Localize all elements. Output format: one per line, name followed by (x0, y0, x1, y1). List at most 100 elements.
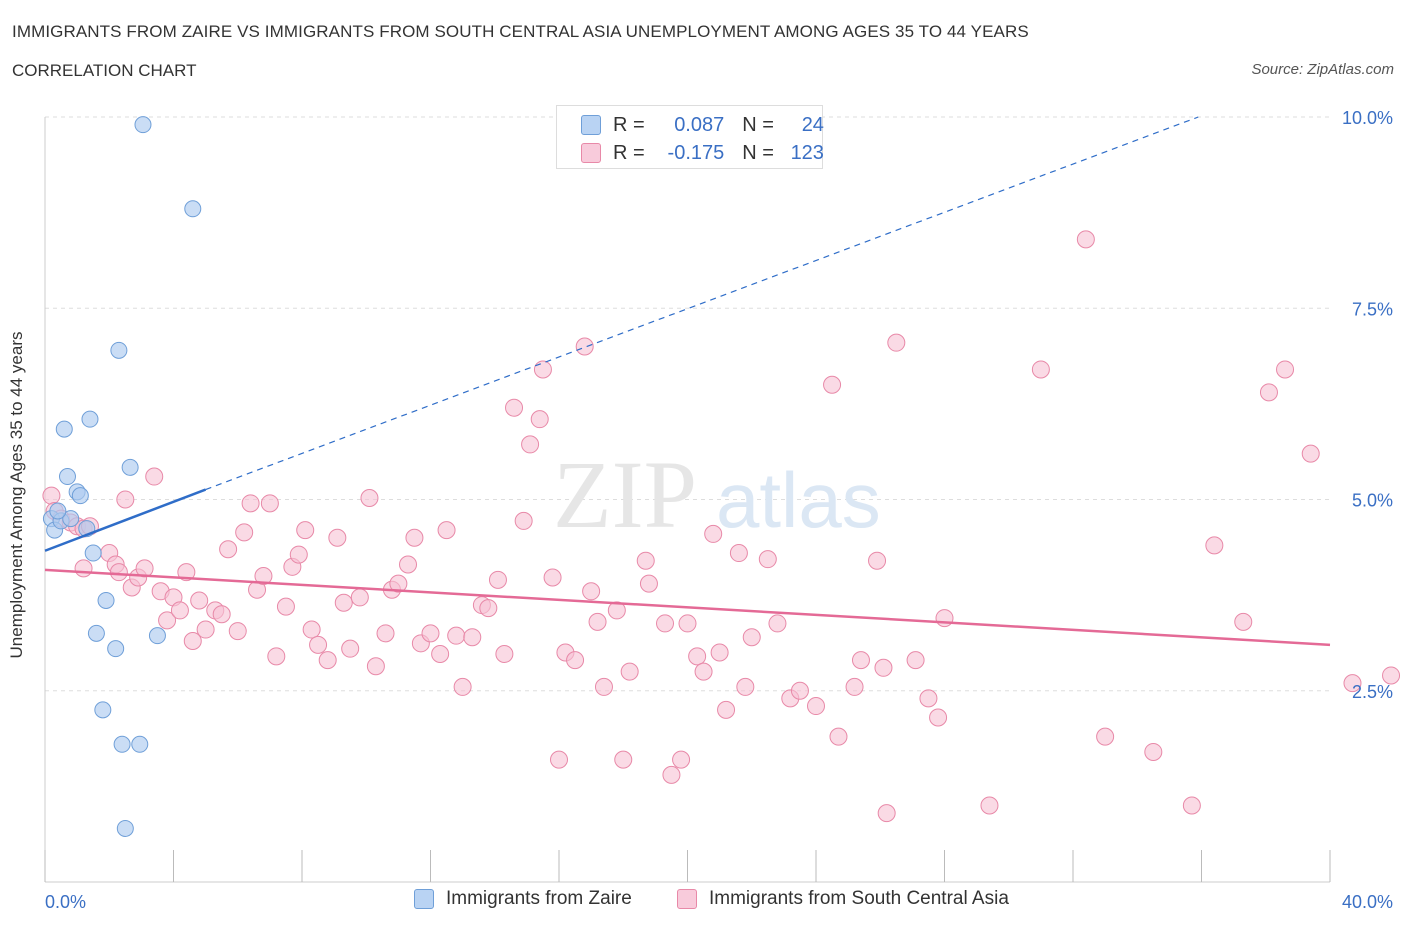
sca-point (514, 511, 533, 530)
y-tick-label: 5.0% (1352, 491, 1393, 511)
sca-point (678, 614, 697, 633)
sca-point (594, 677, 613, 696)
sca-point (790, 681, 809, 700)
sca-point (437, 521, 456, 540)
sca-point (453, 677, 472, 696)
sca-point (1259, 383, 1278, 402)
zaire-point (131, 735, 149, 753)
sca-point (296, 521, 315, 540)
sca-point (807, 697, 825, 716)
bottom-legend-sca-label: Immigrants from South Central Asia (709, 888, 1009, 909)
gridlines (45, 116, 1330, 692)
x-tick-label-max: 40.0% (1342, 892, 1393, 912)
sca-point (582, 582, 601, 601)
sca-point (550, 750, 568, 769)
sca-point (1343, 674, 1362, 693)
legend-row-zaire: R = 0.087 N = 24 (581, 113, 824, 137)
sca-point (183, 632, 202, 651)
sca-point (1144, 742, 1163, 761)
sca-point (729, 544, 748, 563)
series-south-central-asia (42, 230, 1401, 823)
sca-point (662, 765, 681, 784)
n-value-zaire: 24 (801, 113, 824, 136)
sca-point (376, 624, 395, 643)
zaire-point (81, 410, 99, 428)
sca-point (177, 563, 196, 582)
sca-point (935, 609, 954, 628)
sca-point (1205, 536, 1224, 555)
zaire-point (97, 591, 115, 609)
sca-point (276, 597, 295, 616)
stats-legend: R = 0.087 N = 24 R = -0.175 N = 123 (556, 105, 824, 169)
sca-point (607, 601, 626, 620)
sca-trend-line (44, 568, 1331, 647)
sca-point (533, 360, 552, 379)
r-label: R = (613, 113, 645, 136)
sca-point (887, 333, 906, 352)
zaire-point (110, 341, 128, 359)
sca-point (350, 588, 369, 607)
sca-point (656, 614, 675, 633)
bottom-legend-sca: Immigrants from South Central Asia (677, 888, 1009, 910)
sca-point (620, 662, 639, 681)
sca-point (1382, 666, 1401, 685)
sca-point (980, 796, 999, 815)
sca-point (302, 620, 321, 639)
sca-point (823, 375, 842, 394)
watermark-atlas: atlas (716, 456, 881, 544)
sca-point (447, 626, 466, 645)
source-note: Source: ZipAtlas.com (1251, 61, 1394, 78)
zaire-point (148, 627, 166, 645)
sca-point (694, 662, 713, 681)
sca-point (868, 551, 887, 570)
sca-point (566, 651, 585, 670)
n-label: N = (742, 141, 774, 164)
sca-point (328, 528, 347, 547)
zaire-point (184, 200, 202, 218)
sca-point (505, 398, 524, 417)
sca-point (228, 622, 247, 641)
zaire-point (62, 510, 80, 528)
r-value-sca: -0.175 (667, 141, 725, 164)
sca-point (170, 601, 189, 620)
sca-point (431, 645, 450, 664)
sca-point (196, 620, 215, 639)
sca-point (736, 677, 755, 696)
bottom-legend-zaire-label: Immigrants from Zaire (446, 888, 632, 909)
sca-point (1182, 796, 1201, 815)
sca-point (672, 750, 691, 769)
x-tick-label-min: 0.0% (45, 892, 86, 912)
sca-point (636, 551, 655, 570)
sca-point (704, 524, 723, 543)
sca-point (366, 657, 385, 676)
sca-point (1076, 230, 1095, 249)
sca-point (334, 593, 353, 612)
zaire-point (71, 487, 89, 505)
sca-point (389, 574, 408, 593)
sca-point (341, 639, 360, 658)
sca-point (1301, 444, 1320, 463)
sca-point (241, 494, 260, 513)
zaire-point (134, 116, 152, 134)
sca-point (717, 700, 736, 719)
sca-point (1234, 612, 1253, 631)
zaire-point (121, 458, 139, 476)
sca-point (42, 486, 61, 505)
sca-point (399, 555, 418, 574)
tick-labels: 2.5% 5.0% 7.5% 10.0% 0.0% 40.0% (45, 108, 1393, 912)
r-value-zaire: 0.087 (674, 113, 725, 136)
legend-row-sca: R = -0.175 N = 123 (581, 141, 824, 165)
sca-point (158, 611, 177, 630)
sca-point (212, 605, 231, 624)
sca-point (851, 651, 870, 670)
sca-point (688, 647, 707, 666)
sca-point (289, 545, 308, 564)
zaire-point (49, 502, 67, 520)
series-zaire (42, 116, 202, 837)
chart-subtitle: CORRELATION CHART (12, 61, 197, 80)
sca-point (318, 651, 337, 670)
sca-point (614, 750, 633, 769)
r-label: R = (613, 141, 645, 164)
y-tick-label: 7.5% (1352, 299, 1393, 319)
